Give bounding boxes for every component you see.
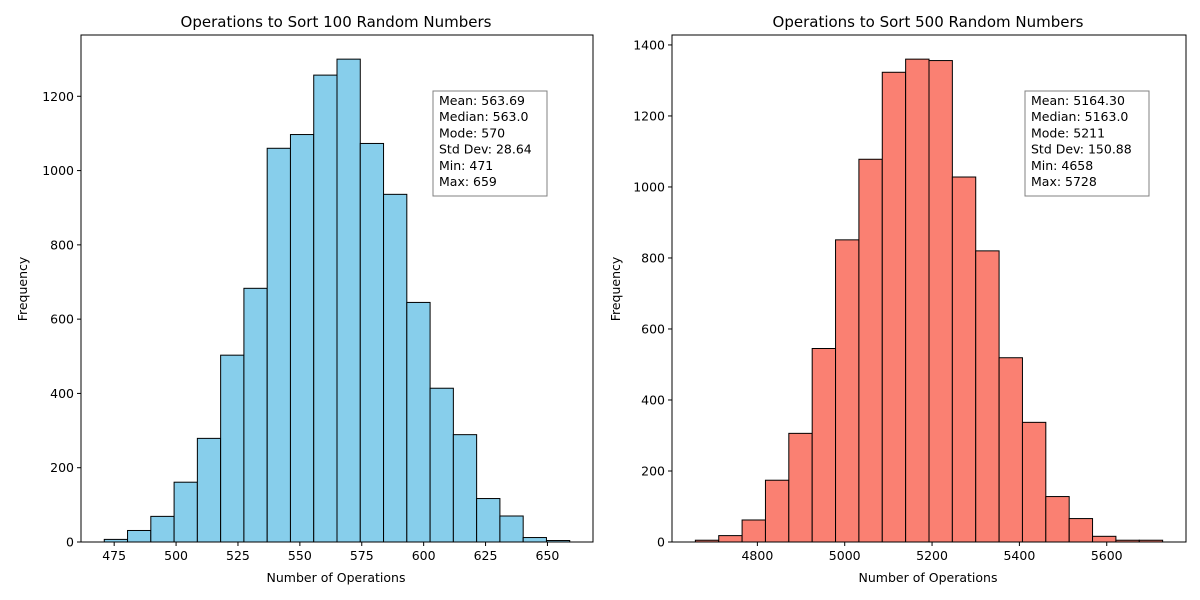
histogram-bar: [858, 158, 883, 543]
histogram-bar: [928, 60, 953, 543]
y-tick-label: 0: [657, 535, 665, 550]
histogram-bar: [127, 529, 152, 543]
histogram-bar: [951, 176, 977, 543]
y-axis-ticks: 0 200 400 600 800 1000 1200: [42, 89, 81, 550]
histogram-bar: [998, 357, 1023, 543]
stats-line: Std Dev: 150.88: [1031, 142, 1132, 157]
histogram-bar: [975, 250, 1000, 543]
y-tick-label: 400: [50, 386, 74, 401]
histogram-bar: [905, 58, 930, 543]
histogram-bar: [452, 434, 478, 543]
histogram-bar: [1068, 518, 1094, 543]
stats-line: Std Dev: 28.64: [439, 142, 532, 157]
histogram-bar: [788, 432, 813, 543]
x-tick-label: 5400: [1003, 548, 1035, 563]
stats-line: Mode: 570: [439, 125, 505, 140]
y-tick-label: 800: [641, 250, 665, 265]
x-tick-label: 525: [226, 548, 250, 563]
stats-line: Min: 471: [439, 158, 493, 173]
y-tick-label: 600: [50, 312, 74, 327]
stats-line: Mean: 5164.30: [1031, 93, 1125, 108]
y-tick-label: 1200: [633, 108, 665, 123]
x-tick-label: 5200: [916, 548, 948, 563]
plot-frame: [80, 34, 594, 543]
histogram-bar: [266, 147, 291, 543]
histogram-bar: [429, 387, 454, 543]
chart-title: Operations to Sort 100 Random Numbers: [181, 13, 492, 31]
x-tick-label: 650: [536, 548, 560, 563]
histogram-bar: [289, 134, 315, 543]
chart-sort-500: Operations to Sort 500 Random Numbers 48…: [608, 13, 1187, 585]
histogram-bar: [881, 71, 907, 543]
x-tick-label: 5600: [1091, 548, 1123, 563]
stats-box-frame: [1024, 90, 1150, 197]
plot-frame: [671, 34, 1187, 543]
y-tick-label: 400: [641, 392, 665, 407]
x-tick-label: 550: [288, 548, 312, 563]
y-tick-label: 0: [66, 535, 74, 550]
histogram-bar: [1021, 421, 1047, 543]
chart-title: Operations to Sort 500 Random Numbers: [773, 13, 1084, 31]
histogram-bar: [764, 479, 790, 543]
x-tick-label: 4800: [741, 548, 773, 563]
histogram-bar: [196, 437, 222, 543]
x-tick-label: 625: [474, 548, 498, 563]
histogram-bar: [522, 537, 547, 543]
histogram-bar: [173, 481, 198, 543]
y-tick-label: 1200: [42, 89, 74, 104]
y-tick-label: 1400: [633, 37, 665, 52]
stats-line: Min: 4658: [1031, 158, 1093, 173]
x-tick-label: 575: [350, 548, 374, 563]
x-axis-ticks: 4800 5000 5200 5400 5600: [741, 542, 1123, 563]
x-tick-label: 500: [164, 548, 188, 563]
y-axis-label: Frequency: [608, 256, 623, 321]
bar-group: [694, 58, 1164, 543]
histogram-bar: [313, 74, 338, 543]
x-axis-ticks: 475 500 525 550 575 600 625 650: [102, 542, 559, 563]
stats-line: Max: 5728: [1031, 174, 1097, 189]
y-axis-ticks: 0 200 400 600 800 1000 1200 1400: [633, 37, 672, 550]
histogram-bar: [835, 239, 860, 543]
x-tick-label: 5000: [829, 548, 861, 563]
histogram-bar: [718, 535, 743, 543]
y-tick-label: 800: [50, 237, 74, 252]
histogram-bar: [1092, 535, 1117, 543]
histogram-bar: [406, 301, 431, 543]
y-tick-label: 200: [641, 463, 665, 478]
stats-box-frame: [432, 90, 548, 197]
histogram-bar: [359, 142, 385, 543]
x-tick-label: 475: [102, 548, 126, 563]
histogram-bar: [336, 58, 361, 543]
stats-line: Median: 5163.0: [1031, 109, 1128, 124]
histogram-bar: [383, 193, 408, 543]
y-tick-label: 200: [50, 460, 74, 475]
histogram-bar: [150, 515, 175, 543]
x-axis-label: Number of Operations: [267, 570, 406, 585]
y-axis-label: Frequency: [15, 256, 30, 321]
y-tick-label: 1000: [633, 179, 665, 194]
x-tick-label: 600: [412, 548, 436, 563]
histogram-bar: [811, 348, 837, 543]
histogram-bar: [243, 287, 268, 543]
histogram-bar: [476, 498, 501, 543]
x-axis-label: Number of Operations: [859, 570, 998, 585]
stats-line: Mode: 5211: [1031, 125, 1105, 140]
y-tick-label: 1000: [42, 163, 74, 178]
stats-line: Median: 563.0: [439, 109, 528, 124]
stats-line: Mean: 563.69: [439, 93, 525, 108]
chart-sort-100: Operations to Sort 100 Random Numbers 47…: [15, 13, 594, 585]
histogram-bar: [499, 515, 524, 543]
histogram-bar: [220, 354, 245, 543]
stats-line: Max: 659: [439, 174, 497, 189]
histogram-bar: [1045, 496, 1070, 543]
histogram-bar: [741, 519, 766, 543]
y-tick-label: 600: [641, 321, 665, 336]
